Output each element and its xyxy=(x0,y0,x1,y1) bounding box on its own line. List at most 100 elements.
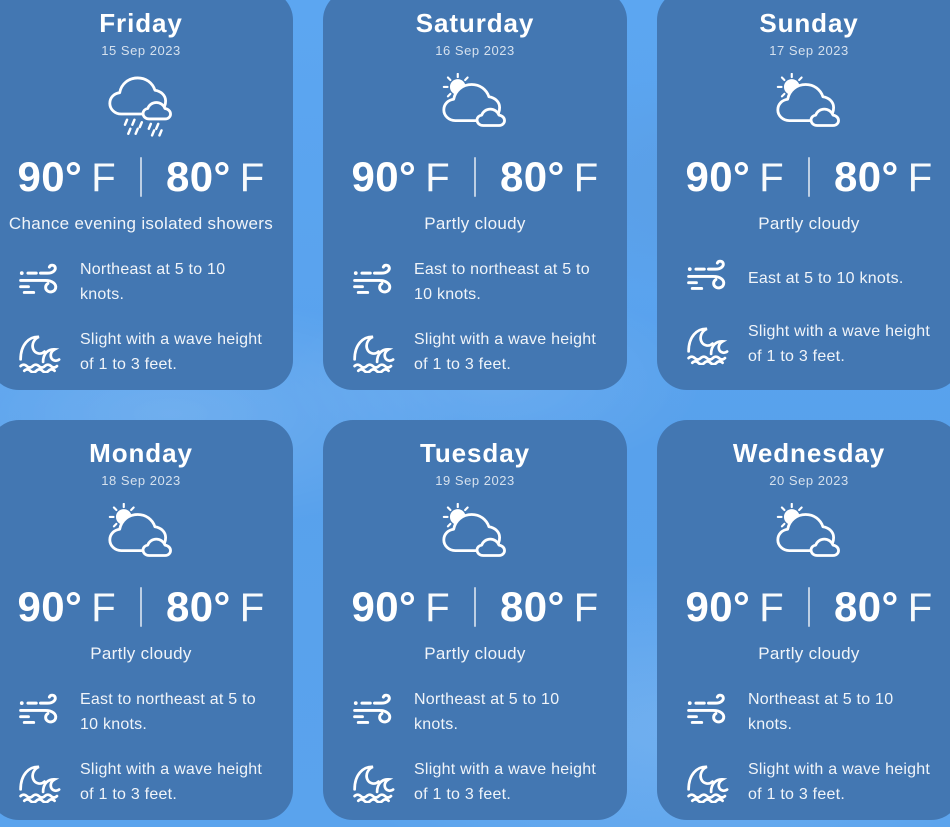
low-temp-value: 80° xyxy=(834,152,899,200)
high-temp: 90° F xyxy=(17,582,116,630)
wave-icon xyxy=(685,761,733,803)
wind-row: East to northeast at 5 to 10 knots. xyxy=(351,257,603,307)
date-label: 20 Sep 2023 xyxy=(769,473,849,488)
sun-behind-clouds-icon xyxy=(761,73,857,137)
high-temp: 90° F xyxy=(351,584,450,630)
forecast-card-friday: Friday 15 Sep 2023 90° F 80° F Chance even… xyxy=(0,0,293,390)
sea-row: Slight with a wave height of 1 to 3 feet… xyxy=(685,319,937,369)
wave-icon xyxy=(351,331,399,373)
sea-text: Slight with a wave height of 1 to 3 feet… xyxy=(748,761,931,803)
wave-icon xyxy=(685,323,733,365)
low-temp: 80° F xyxy=(500,152,599,200)
temp-divider xyxy=(140,157,142,197)
high-temp: 90° F xyxy=(17,152,116,200)
wind-icon xyxy=(685,691,733,733)
forecast-card-tuesday: Tuesday 19 Sep 2023 90° F 80° F Partly clo… xyxy=(323,420,627,820)
wind-text: Northeast at 5 to 10 knots. xyxy=(748,691,894,733)
temp-divider xyxy=(808,587,810,627)
date-label: 15 Sep 2023 xyxy=(101,43,181,58)
sea-row: Slight with a wave height of 1 to 3 feet… xyxy=(17,757,269,807)
wind-row: Northeast at 5 to 10 knots. xyxy=(17,257,269,307)
sea-text: Slight with a wave height of 1 to 3 feet… xyxy=(748,323,931,365)
low-temp: 80° F xyxy=(166,582,265,630)
sea-text: Slight with a wave height of 1 to 3 feet… xyxy=(80,331,263,373)
high-temp-value: 90° xyxy=(17,152,83,200)
temperature-row: 90° F 80° F xyxy=(17,582,265,630)
detail-rows: Northeast at 5 to 10 knots. Slight with … xyxy=(657,687,950,807)
temperature-row: 90° F 80° F xyxy=(351,152,599,200)
high-temp-value: 90° xyxy=(351,152,417,200)
high-temp: 90° F xyxy=(685,154,784,200)
temp-divider xyxy=(474,157,476,197)
temp-unit: F xyxy=(239,155,265,200)
wind-row: East to northeast at 5 to 10 knots. xyxy=(17,687,269,737)
temperature-row: 90° F 80° F xyxy=(351,584,599,630)
condition-text: Partly cloudy xyxy=(424,214,526,233)
condition-text: Partly cloudy xyxy=(90,644,192,663)
high-temp-value: 90° xyxy=(17,582,83,630)
day-title: Monday xyxy=(89,438,193,468)
sun-behind-clouds-icon xyxy=(427,73,523,137)
sea-text: Slight with a wave height of 1 to 3 feet… xyxy=(414,761,597,803)
day-title: Sunday xyxy=(759,8,859,38)
detail-rows: East to northeast at 5 to 10 knots. Slig… xyxy=(0,687,293,807)
sea-text: Slight with a wave height of 1 to 3 feet… xyxy=(414,331,597,373)
temp-unit: F xyxy=(91,155,116,200)
temp-unit: F xyxy=(573,155,599,200)
detail-rows: Northeast at 5 to 10 knots. Slight with … xyxy=(323,687,627,807)
temp-divider xyxy=(474,587,476,627)
condition-text: Partly cloudy xyxy=(424,644,526,663)
date-label: 17 Sep 2023 xyxy=(769,43,849,58)
low-temp: 80° F xyxy=(834,582,933,630)
temp-unit: F xyxy=(759,155,784,200)
temp-unit: F xyxy=(907,155,933,200)
temperature-row: 90° F 80° F xyxy=(685,152,933,200)
detail-rows: East to northeast at 5 to 10 knots. Slig… xyxy=(323,257,627,377)
temp-unit: F xyxy=(759,585,784,630)
forecast-card-sunday: Sunday 17 Sep 2023 90° F 80° F Partly clou… xyxy=(657,0,950,390)
forecast-card-wednesday: Wednesday 20 Sep 2023 90° F 80° F Partly c… xyxy=(657,420,950,820)
wind-icon xyxy=(685,257,733,299)
wind-icon xyxy=(17,261,65,303)
low-temp-value: 80° xyxy=(834,582,899,630)
low-temp-value: 80° xyxy=(166,582,231,630)
wind-icon xyxy=(351,261,399,303)
wind-text: East at 5 to 10 knots. xyxy=(748,269,904,287)
temp-unit: F xyxy=(425,585,450,630)
low-temp: 80° F xyxy=(166,152,265,200)
wind-row: Northeast at 5 to 10 knots. xyxy=(685,687,937,737)
temp-unit: F xyxy=(907,585,933,630)
day-title: Saturday xyxy=(415,8,535,38)
detail-rows: Northeast at 5 to 10 knots. Slight with … xyxy=(0,257,293,377)
day-title: Wednesday xyxy=(732,438,886,468)
wave-icon xyxy=(17,761,65,803)
wave-icon xyxy=(17,331,65,373)
temp-unit: F xyxy=(573,585,599,630)
temp-divider xyxy=(140,587,142,627)
wind-icon xyxy=(351,691,399,733)
temp-unit: F xyxy=(425,155,450,200)
cloud-rain-icon xyxy=(93,73,189,137)
sun-behind-clouds-icon xyxy=(427,503,523,567)
date-label: 19 Sep 2023 xyxy=(435,473,515,488)
low-temp: 80° F xyxy=(834,152,933,200)
condition-text: Partly cloudy xyxy=(758,214,860,233)
sun-behind-clouds-icon xyxy=(93,503,189,567)
wind-text: East to northeast at 5 to 10 knots. xyxy=(414,261,590,303)
temp-divider xyxy=(808,157,810,197)
wind-text: East to northeast at 5 to 10 knots. xyxy=(80,691,256,733)
sea-row: Slight with a wave height of 1 to 3 feet… xyxy=(685,757,937,807)
sea-row: Slight with a wave height of 1 to 3 feet… xyxy=(351,757,603,807)
temp-unit: F xyxy=(91,585,116,630)
wind-text: Northeast at 5 to 10 knots. xyxy=(414,691,560,733)
forecast-card-saturday: Saturday 16 Sep 2023 90° F 80° F Partly cl… xyxy=(323,0,627,390)
high-temp-value: 90° xyxy=(685,582,751,630)
temperature-row: 90° F 80° F xyxy=(17,152,265,200)
low-temp-value: 80° xyxy=(500,152,565,200)
temperature-row: 90° F 80° F xyxy=(685,582,933,630)
high-temp: 90° F xyxy=(351,152,450,200)
low-temp-value: 80° xyxy=(166,152,231,200)
wave-icon xyxy=(351,761,399,803)
temp-unit: F xyxy=(239,585,265,630)
